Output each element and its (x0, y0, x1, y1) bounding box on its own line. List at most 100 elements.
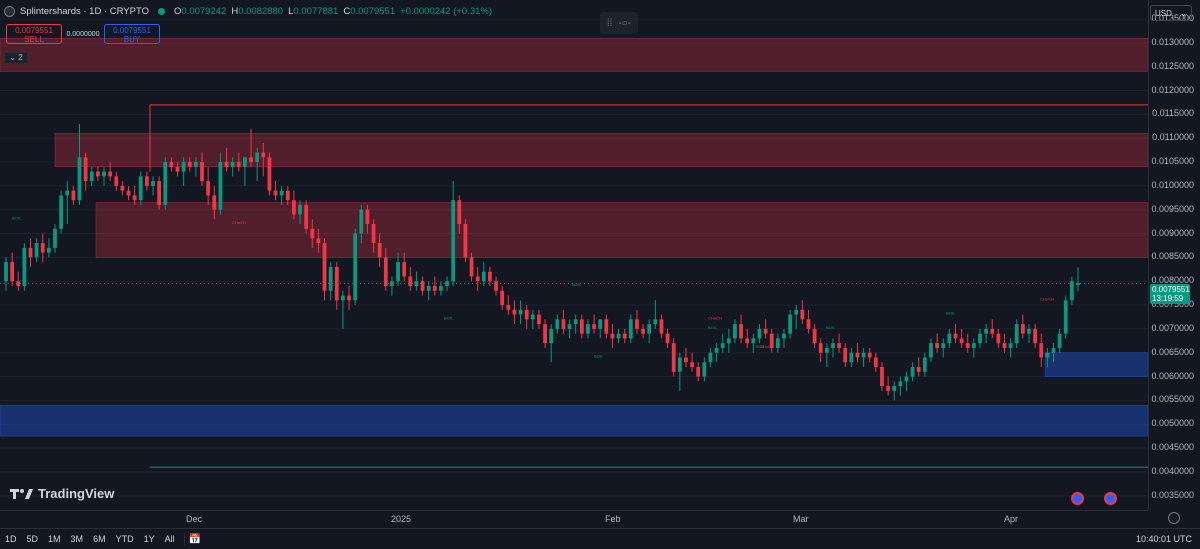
candle-body (763, 328, 768, 334)
drag-handle-icon[interactable]: ⁞⁞ (606, 17, 613, 29)
price-axis[interactable]: 0.0135000 0.0130000 0.0125000 0.0120000 0.01… (1148, 0, 1200, 510)
sell-button[interactable]: 0.0079551 SELL (6, 24, 62, 44)
candle-body (745, 338, 750, 344)
range-1d[interactable]: 1D (5, 534, 17, 544)
chart-settings-icon[interactable] (1168, 512, 1180, 524)
chart-area[interactable]: BOS CHoCH BOS BOS BOS CHoCH BOS BOS CHoCH BOS BOS C… (0, 0, 1148, 510)
candle-body (677, 357, 682, 372)
candle-body (622, 333, 627, 339)
candle-body (653, 319, 658, 325)
candle-body (89, 171, 94, 182)
ohlc-low: L0.0077881 (288, 6, 339, 17)
candle-body (377, 243, 382, 258)
market-status-icon (158, 8, 165, 15)
candle-body (59, 195, 64, 229)
candle-body (206, 181, 211, 196)
candle-body (616, 333, 621, 339)
tradingview-wordmark: TradingView (38, 486, 115, 501)
candle-body (120, 185, 125, 191)
candle-body (518, 309, 523, 315)
candle-body (402, 262, 407, 277)
buy-price: 0.0079551 (113, 26, 151, 35)
candle-body (751, 338, 756, 344)
candle-body (733, 324, 737, 339)
candle-body (157, 181, 162, 205)
candle-body (996, 333, 1001, 344)
candle-body (347, 295, 351, 301)
candle-body (959, 338, 964, 344)
range-5d[interactable]: 5D (26, 534, 39, 544)
candle-body (298, 204, 302, 215)
currency-selector[interactable]: USD ⌄ (1150, 5, 1192, 21)
trade-panel: 0.0079551 SELL 0.0000000 0.0079551 BUY (6, 24, 160, 44)
floating-toolbar[interactable]: ⁞⁞ -○- (600, 12, 638, 34)
candle-body (929, 343, 933, 358)
candle-body (775, 338, 780, 348)
candle-body (292, 200, 296, 215)
candle-body (65, 190, 70, 196)
candle-body (328, 266, 333, 291)
candle-body (757, 328, 762, 339)
candle-body (880, 367, 884, 387)
structure-label: CHoCH (1040, 296, 1054, 301)
price-tick-label: 0.0050000 (1151, 418, 1194, 429)
candle-body (138, 176, 143, 201)
candle-body (984, 328, 989, 334)
buy-button[interactable]: 0.0079551 BUY (104, 24, 160, 44)
event-flag-icon[interactable] (1104, 492, 1117, 505)
time-axis[interactable]: Dec 2025 Feb Mar Apr (0, 510, 1148, 528)
symbol-title[interactable]: Splintershards · 1D · CRYPTO (20, 6, 149, 17)
candle-body (837, 343, 841, 348)
chevron-down-icon: ⌄ (1180, 8, 1187, 18)
candle-body (800, 309, 805, 320)
price-change: +0.0000242 (+0.31%) (400, 6, 493, 17)
price-tick-label: 0.0115000 (1152, 108, 1194, 119)
candle-body (488, 271, 492, 282)
range-1y[interactable]: 1Y (143, 534, 155, 544)
time-tick-apr: Apr (1004, 514, 1019, 524)
utc-clock[interactable]: 10:40:01 UTC (1135, 534, 1192, 544)
candle-body (304, 204, 309, 229)
candle-body (947, 333, 952, 344)
candle-body (463, 224, 468, 258)
candle-body (469, 257, 474, 277)
range-1m[interactable]: 1M (48, 534, 61, 544)
structure-label: BOS (946, 311, 955, 316)
candle-body (561, 319, 566, 329)
symbol-logo-icon (4, 6, 15, 17)
candle-body (46, 247, 51, 253)
candle-body (310, 228, 315, 239)
candle-body (1008, 343, 1013, 348)
candle-body (200, 162, 204, 182)
candle-body (316, 238, 321, 244)
range-6m[interactable]: 6M (93, 534, 106, 544)
calendar-icon[interactable]: 📅 (188, 533, 202, 545)
range-3m[interactable]: 3M (70, 534, 84, 544)
candle-body (659, 319, 664, 334)
supply-zone (54, 133, 1148, 168)
candle-body (1039, 343, 1044, 358)
candle-body (702, 362, 707, 377)
candle-body (383, 257, 388, 286)
price-tick-label: 0.0130000 (1151, 36, 1194, 47)
candle-body (1057, 333, 1062, 348)
range-ytd[interactable]: YTD (115, 534, 134, 544)
line-tool-icon[interactable]: -○- (618, 17, 632, 29)
candle-body (22, 247, 27, 286)
candle-body (322, 243, 327, 291)
price-chart[interactable]: BOSCHoCHBOSBOSBOSCHoCHBOSBOSCHoCHBOSBOSC… (0, 0, 1148, 510)
candle-body (855, 352, 860, 358)
demand-zone (0, 404, 1148, 437)
candle-body (1014, 324, 1019, 344)
time-tick-2025: 2025 (391, 514, 412, 524)
candle-body (922, 357, 927, 372)
candle-body (586, 324, 590, 334)
candle-body (255, 152, 260, 163)
tradingview-logo[interactable]: TradingView (10, 486, 114, 501)
candle-body (671, 343, 676, 372)
earnings-flag-icon[interactable] (1071, 492, 1084, 505)
last-price-value: 0.0079551 (1152, 285, 1190, 294)
range-all[interactable]: All (164, 534, 175, 544)
indicators-toggle[interactable]: ⌄ 2 (4, 52, 28, 64)
candle-body (249, 157, 253, 163)
